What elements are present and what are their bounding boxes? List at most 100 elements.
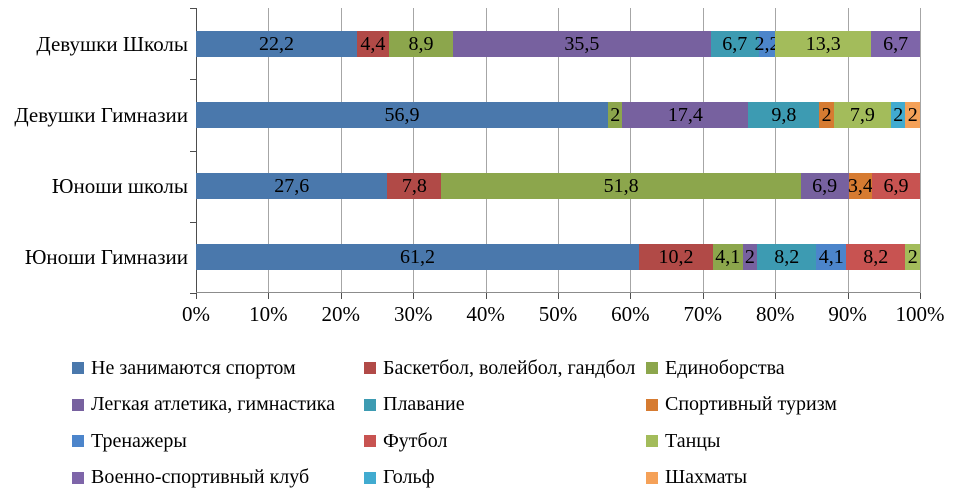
bar-segment: 2	[905, 244, 920, 271]
bar-segment-label: 56,9	[384, 103, 420, 126]
bar-segment-label: 35,5	[564, 32, 600, 55]
bar-segment: 7,9	[833, 101, 891, 128]
bar-segment: 2,2	[755, 30, 780, 57]
bar-segment: 8,2	[757, 244, 817, 271]
bar-segment: 2	[905, 101, 920, 128]
bar-segment: 61,2	[196, 244, 640, 271]
legend-label: Военно-спортивный клуб	[91, 466, 310, 489]
gridline	[340, 8, 342, 293]
y-axis-line	[196, 8, 197, 293]
y-axis-tick	[190, 8, 196, 9]
bar-row: 22,2 4,4 8,9 35,5 6,7 2,2 13,3 6,7	[196, 8, 920, 79]
bar-segment-label: 4,1	[715, 246, 741, 269]
legend-swatch-icon	[72, 398, 84, 411]
legend-item: Легкая атлетика, гимнастика	[72, 387, 364, 424]
bar-segment-label: 8,2	[774, 246, 800, 269]
bar-segment: 4,4	[356, 30, 389, 57]
bar-segment: 6,9	[872, 173, 920, 200]
category-label: Девушки Школы	[36, 31, 188, 56]
x-axis-tick-label: 60%	[611, 302, 650, 326]
legend-swatch-icon	[364, 398, 376, 411]
bar-segment: 9,8	[748, 101, 820, 128]
x-axis-tick	[340, 293, 342, 299]
bar-segment-label: 8,9	[408, 32, 434, 55]
x-axis-tick-label: 90%	[828, 302, 867, 326]
plot-area: 22,2 4,4 8,9 35,5 6,7 2,2 13,3 6,7 56,9 2 17,4 9,8 2…	[190, 8, 921, 299]
legend-label: Футбол	[383, 429, 448, 452]
bar-segment-label: 6,7	[722, 32, 748, 55]
x-axis-tick-label: 70%	[683, 302, 723, 326]
bar-segment: 7,8	[387, 173, 442, 200]
legend-item: Спортивный туризм	[646, 387, 942, 424]
legend-swatch-icon	[646, 435, 658, 448]
bar-segment-label: 2	[610, 103, 621, 126]
bar-segment-label: 4,1	[818, 246, 844, 269]
bar-segment-label: 8,2	[863, 246, 889, 269]
bar-segment-label: 51,8	[603, 175, 639, 198]
legend-swatch-icon	[72, 362, 84, 375]
bar-segment: 27,6	[196, 173, 388, 200]
x-axis-tick	[196, 293, 197, 299]
x-axis-tick	[920, 293, 921, 299]
bar-segment: 35,5	[453, 30, 711, 57]
bar-segment: 2	[742, 244, 758, 271]
legend-label: Не занимаются спортом	[91, 356, 296, 379]
legend-swatch-icon	[72, 471, 84, 484]
legend-swatch-icon	[646, 471, 658, 484]
gridline	[268, 8, 270, 293]
bar-segment-label: 2	[907, 246, 918, 269]
legend-item: Шахматы	[646, 460, 942, 496]
x-axis-tick	[485, 293, 487, 299]
bar-segment: 51,8	[441, 173, 801, 200]
bar-segment: 17,4	[622, 101, 749, 128]
legend-item: Плавание	[364, 387, 646, 424]
bar-segment: 10,2	[639, 244, 713, 271]
gridline	[920, 8, 921, 293]
gridline	[847, 8, 849, 293]
legend-swatch-icon	[646, 398, 658, 411]
y-axis-tick	[190, 293, 196, 294]
x-axis-tick	[413, 293, 415, 299]
bar-segment: 8,2	[846, 244, 906, 271]
stacked-bar: 27,6 7,8 51,8 6,9 3,4 6,9	[196, 173, 920, 200]
bar-segment-label: 3,4	[847, 175, 873, 198]
bar-segment: 22,2	[196, 30, 357, 57]
bar-segment-label: 7,8	[401, 175, 427, 198]
bar-segment-label: 22,2	[258, 32, 294, 55]
legend-label: Танцы	[665, 429, 721, 452]
legend-swatch-icon	[72, 435, 84, 448]
legend-item: Футбол	[364, 423, 646, 460]
x-axis-tick-label: 40%	[466, 302, 505, 326]
category-label: Юноши школы	[51, 174, 188, 199]
bar-segment-label: 7,9	[849, 103, 875, 126]
x-axis-tick-label: 100%	[895, 302, 945, 326]
legend-item: Не занимаются спортом	[72, 350, 364, 387]
bar-row: 61,2 10,2 4,1 2 8,2 4,1 8,2 2	[196, 222, 920, 293]
bar-segment: 4,1	[712, 244, 743, 271]
stacked-bar: 56,9 2 17,4 9,8 2 7,9 2 2	[196, 101, 920, 128]
bar-segment: 6,7	[710, 30, 760, 57]
bar-segment-label: 2	[893, 103, 904, 126]
gridline	[485, 8, 487, 293]
x-axis-tick	[268, 293, 270, 299]
bar-segment-label: 13,3	[805, 32, 841, 55]
x-axis-tick	[558, 293, 559, 299]
x-axis-line	[196, 292, 920, 293]
x-axis-tick	[702, 293, 704, 299]
bar-segment: 3,4	[847, 173, 873, 200]
bar-segment: 4,1	[816, 244, 847, 271]
bar-segment: 6,7	[871, 30, 920, 57]
stacked-bar: 22,2 4,4 8,9 35,5 6,7 2,2 13,3 6,7	[196, 30, 920, 57]
legend-label: Легкая атлетика, гимнастика	[91, 393, 335, 416]
stacked-bar: 61,2 10,2 4,1 2 8,2 4,1 8,2 2	[196, 244, 920, 271]
bar-segment: 6,9	[800, 173, 849, 200]
gridline	[702, 8, 704, 293]
legend-label: Спортивный туризм	[665, 393, 837, 416]
x-axis-tick-label: 10%	[249, 302, 288, 326]
x-axis-tick	[847, 293, 849, 299]
legend-item: Гольф	[364, 460, 646, 496]
legend-swatch-icon	[646, 362, 658, 375]
x-axis-tick-label: 50%	[538, 302, 578, 326]
gridline	[775, 8, 777, 293]
